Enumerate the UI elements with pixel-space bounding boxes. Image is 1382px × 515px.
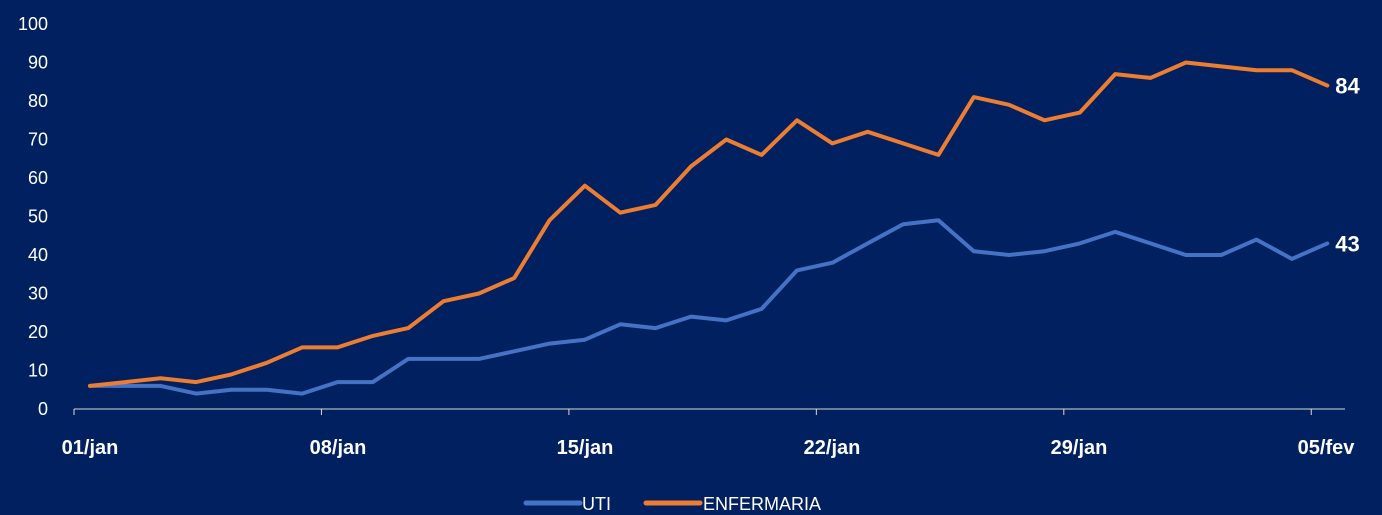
x-tick-label: 05/fev <box>1298 437 1356 459</box>
y-tick-label: 70 <box>28 130 48 150</box>
x-axis-ticks: 01/jan 08/jan 15/jan 22/jan 29/jan 05/fev <box>62 409 1356 459</box>
series-line-uti <box>88 218 1330 396</box>
legend-label-enfermaria: ENFERMARIA <box>703 494 821 514</box>
y-tick-label: 30 <box>28 284 48 304</box>
y-tick-label: 20 <box>28 322 48 342</box>
x-tick-label: 15/jan <box>557 437 614 459</box>
y-tick-label: 40 <box>28 245 48 265</box>
y-tick-label: 60 <box>28 168 48 188</box>
x-tick-label: 29/jan <box>1051 437 1108 459</box>
end-label-enfermaria: 84 <box>1335 74 1360 99</box>
legend-label-uti: UTI <box>582 494 611 514</box>
x-tick-label: 01/jan <box>62 437 119 459</box>
y-tick-label: 0 <box>38 399 48 419</box>
y-axis-ticks: 0 10 20 30 40 50 60 70 80 90 100 <box>18 14 48 419</box>
y-tick-label: 90 <box>28 53 48 73</box>
y-tick-label: 100 <box>18 14 48 34</box>
x-tick-label: 22/jan <box>804 437 861 459</box>
y-tick-label: 10 <box>28 361 48 381</box>
y-tick-label: 80 <box>28 91 48 111</box>
legend: UTI ENFERMARIA <box>523 494 821 514</box>
series-lines <box>88 60 1330 396</box>
end-label-uti: 43 <box>1335 231 1359 256</box>
y-tick-label: 50 <box>28 207 48 227</box>
series-line-enfermaria <box>88 60 1330 388</box>
x-tick-label: 08/jan <box>310 437 367 459</box>
end-labels: 43 84 <box>1335 74 1360 257</box>
